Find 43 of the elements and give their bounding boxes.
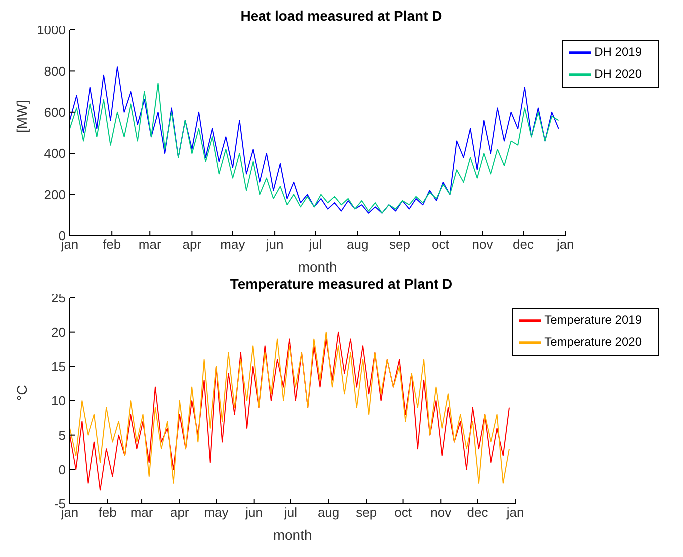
legend-label: Temperature 2020 xyxy=(544,335,642,350)
x-tick-label: apr xyxy=(170,505,190,520)
x-tick-label: feb xyxy=(103,237,122,252)
x-tick-label: nov xyxy=(472,237,494,252)
x-tick-label: dec xyxy=(513,237,535,252)
x-tick-label: jan xyxy=(556,237,574,252)
legend-label: DH 2019 xyxy=(594,45,642,60)
legend-label: DH 2020 xyxy=(594,67,642,82)
x-tick-label: aug xyxy=(318,505,340,520)
y-tick-label: 200 xyxy=(44,187,66,202)
x-axis-title: month xyxy=(273,527,312,543)
x-tick-label: oct xyxy=(432,237,450,252)
x-axis-title: month xyxy=(298,259,338,275)
x-tick-label: jul xyxy=(283,505,298,520)
x-tick-label: oct xyxy=(394,505,412,520)
y-tick-label: 5 xyxy=(58,428,66,443)
x-tick-label: jan xyxy=(506,505,524,520)
x-tick-label: sep xyxy=(389,237,410,252)
y-axis-title: [MW] xyxy=(14,100,30,133)
x-tick-label: jul xyxy=(308,237,322,252)
chart-title: Heat load measured at Plant D xyxy=(240,8,442,24)
y-tick-label: 600 xyxy=(44,105,66,120)
x-tick-label: sep xyxy=(356,505,378,520)
x-tick-label: dec xyxy=(467,505,489,520)
legend-label: Temperature 2019 xyxy=(544,313,642,328)
x-tick-label: mar xyxy=(138,237,162,252)
x-tick-label: may xyxy=(220,237,246,252)
x-tick-label: aug xyxy=(347,237,369,252)
x-tick-label: jun xyxy=(265,237,284,252)
x-tick-label: mar xyxy=(130,505,154,520)
y-tick-label: 10 xyxy=(52,394,66,409)
y-tick-label: 0 xyxy=(58,462,66,478)
x-tick-label: may xyxy=(204,505,230,520)
y-axis-title: °C xyxy=(14,385,30,401)
x-tick-label: jun xyxy=(244,505,264,520)
x-tick-label: feb xyxy=(98,505,117,520)
chart-title: Temperature measured at Plant D xyxy=(230,276,453,292)
x-tick-label: apr xyxy=(182,237,202,252)
y-tick-label: 20 xyxy=(52,324,66,340)
y-tick-label: 400 xyxy=(44,146,66,162)
y-tick-label: 800 xyxy=(44,64,66,79)
y-tick-label: 15 xyxy=(52,359,66,374)
x-tick-label: nov xyxy=(430,505,452,520)
